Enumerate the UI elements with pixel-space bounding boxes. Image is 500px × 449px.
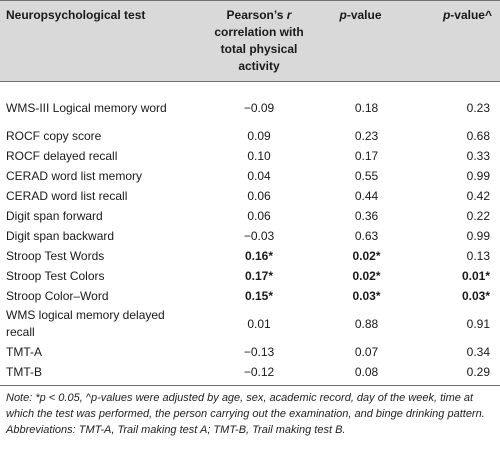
cell-p-value-adjusted: 0.13 (466, 248, 490, 263)
header-p-rest: -value (346, 8, 382, 22)
table-row: Stroop Color–Word 0.15* 0.03* 0.03* (0, 286, 500, 306)
cell-p-value: 0.08 (316, 362, 405, 386)
cell-test: WMS-III Logical memory word (6, 100, 167, 115)
cell-test: CERAD word list recall (6, 188, 128, 203)
cell-p-value: 0.44 (354, 188, 379, 203)
table-row: CERAD word list memory 0.04 0.55 0.99 (0, 166, 500, 186)
cell-p-value: 0.55 (354, 168, 379, 183)
cell-p-value-adjusted: 0.03* (461, 288, 490, 303)
cell-test: ROCF copy score (6, 128, 102, 143)
table-row: TMT-A −0.13 0.07 0.34 (0, 342, 500, 362)
table-row: TMT-B −0.12 0.08 0.29 (0, 362, 500, 386)
cell-test: Stroop Test Colors (6, 268, 105, 283)
cell-pearson-r: 0.06 (247, 208, 271, 223)
cell-p-value-adjusted: 0.99 (466, 168, 490, 183)
cell-pearson-r: −0.09 (243, 100, 275, 115)
cell-test: WMS logical memory delayed recall (6, 308, 165, 339)
cell-p-value-adjusted: 0.29 (405, 362, 500, 386)
cell-p-value: 0.03* (352, 288, 381, 303)
cell-pearson-r: 0.01 (247, 316, 271, 331)
table-row: Digit span forward 0.06 0.36 0.22 (0, 206, 500, 226)
cell-p-value-adjusted: 0.99 (466, 228, 490, 243)
cell-pearson-r: −0.03 (243, 228, 275, 243)
correlation-table: Neuropsychological test Pearson’s r corr… (0, 0, 500, 386)
header-pearson: Pearson’s r correlation with total physi… (202, 0, 316, 82)
cell-pearson-r: 0.10 (247, 148, 271, 163)
cell-p-value-adjusted: 0.23 (466, 100, 490, 115)
header-pearson-post: correlation with total physical activity (214, 25, 304, 73)
header-p-italic: p (339, 8, 347, 22)
header-p-value-adjusted: p-value^ (405, 0, 500, 82)
table-note: Note: *p < 0.05, ^p-values were adjusted… (6, 392, 485, 436)
cell-test: Digit span backward (6, 228, 115, 243)
cell-pearson-r: −0.13 (243, 344, 275, 359)
header-pearson-pre: Pearson’s (226, 8, 287, 22)
cell-test: Stroop Test Words (6, 248, 105, 263)
table-row: WMS-III Logical memory word −0.09 0.18 0.23 (0, 82, 500, 127)
cell-pearson-r: 0.04 (247, 168, 271, 183)
cell-p-value: 0.02* (352, 268, 381, 283)
table-row: Stroop Test Words 0.16* 0.02* 0.13 (0, 246, 500, 266)
cell-p-value-adjusted: 0.91 (466, 316, 490, 331)
cell-p-value: 0.07 (354, 344, 379, 359)
cell-p-value-adjusted: 0.68 (466, 128, 490, 143)
header-test: Neuropsychological test (0, 0, 202, 82)
cell-p-value-adjusted: 0.42 (466, 188, 490, 203)
table-row: ROCF delayed recall 0.10 0.17 0.33 (0, 146, 500, 166)
table-row: Stroop Test Colors 0.17* 0.02* 0.01* (0, 266, 500, 286)
table-row: ROCF copy score 0.09 0.23 0.68 (0, 126, 500, 146)
table-row: WMS logical memory delayed recall 0.01 0.8… (0, 306, 500, 342)
cell-p-value: 0.88 (354, 316, 379, 331)
cell-p-value-adjusted: 0.01* (461, 268, 490, 283)
cell-test: CERAD word list memory (6, 168, 143, 183)
table-header-row: Neuropsychological test Pearson’s r corr… (0, 0, 500, 82)
cell-p-value: 0.36 (354, 208, 379, 223)
cell-p-value: 0.17 (354, 148, 379, 163)
cell-p-value: 0.23 (354, 128, 379, 143)
cell-p-value-adjusted: 0.33 (466, 148, 490, 163)
header-pearson-symbol: r (286, 8, 292, 22)
table-body: WMS-III Logical memory word −0.09 0.18 0.23… (0, 82, 500, 386)
cell-p-value: 0.18 (354, 100, 379, 115)
cell-p-value: 0.02* (352, 248, 381, 263)
cell-test: ROCF delayed recall (6, 148, 118, 163)
table-row: CERAD word list recall 0.06 0.44 0.42 (0, 186, 500, 206)
cell-test: TMT-A (6, 344, 42, 359)
header-p-adj-rest: -value^ (450, 8, 492, 22)
cell-p-value: 0.63 (354, 228, 379, 243)
cell-test: Stroop Color–Word (6, 288, 109, 303)
cell-p-value-adjusted: 0.34 (466, 344, 490, 359)
cell-pearson-r: 0.09 (247, 128, 271, 143)
cell-pearson-r: 0.16* (244, 248, 274, 263)
cell-test: TMT-B (0, 362, 202, 386)
cell-pearson-r: −0.12 (202, 362, 316, 386)
header-p-adj-italic: p (442, 8, 451, 22)
table-row: Digit span backward −0.03 0.63 0.99 (0, 226, 500, 246)
cell-pearson-r: 0.15* (244, 288, 274, 303)
cell-pearson-r: 0.06 (247, 188, 271, 203)
header-p-value: p-value (316, 0, 405, 82)
cell-test: Digit span forward (6, 208, 103, 223)
cell-pearson-r: 0.17* (244, 268, 274, 283)
cell-p-value-adjusted: 0.22 (466, 208, 490, 223)
